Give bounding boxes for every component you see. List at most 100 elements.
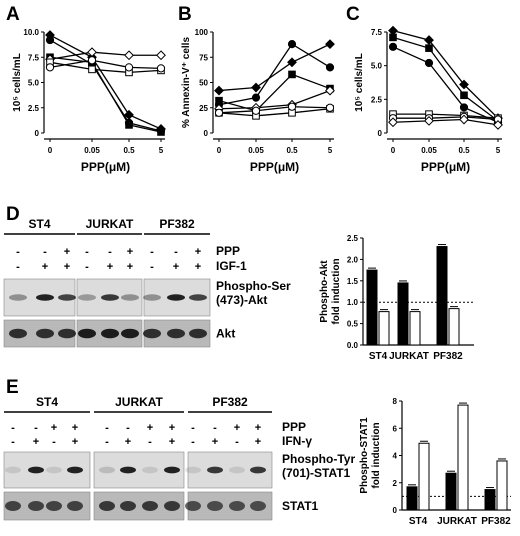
data-point-2-0 xyxy=(388,42,398,51)
blotE-sign: - xyxy=(11,422,15,434)
y-tick-label: 8 xyxy=(393,397,398,406)
blotE-band xyxy=(142,501,158,511)
series-line-5 xyxy=(49,59,162,70)
blotD-sign: - xyxy=(85,261,89,273)
series-line-3 xyxy=(393,113,499,119)
blotD-sign: - xyxy=(16,261,20,273)
series-line-0 xyxy=(392,30,499,119)
blotD-sign: + xyxy=(64,246,70,258)
stat1-category-label: JURKAT xyxy=(437,516,477,527)
blotD-sign: + xyxy=(64,261,70,273)
blotE-sign: - xyxy=(191,422,195,434)
data-point-5-2 xyxy=(287,102,297,111)
blotE-sign: + xyxy=(234,422,240,434)
blotD-band xyxy=(143,328,161,339)
blotD-band xyxy=(101,328,119,339)
x-tick-label: 0.05 xyxy=(248,146,264,155)
blotD-sign: - xyxy=(85,246,89,258)
data-point-1-2 xyxy=(460,91,468,100)
blotE-sign: + xyxy=(169,422,175,434)
blotE-band xyxy=(207,501,223,511)
akt-bar-1-2 xyxy=(448,308,460,346)
y-axis-label: 10⁵ cells/mL xyxy=(12,53,23,112)
data-point-1-1 xyxy=(425,44,433,52)
data-point-0-2 xyxy=(459,79,469,90)
blotE-band xyxy=(67,466,83,474)
blotD-band xyxy=(189,328,207,339)
data-point-0-1 xyxy=(251,82,261,93)
data-point-5-3 xyxy=(493,120,503,130)
blotD-sign: + xyxy=(127,246,133,258)
blotE-sign: - xyxy=(105,422,109,434)
blotD-band xyxy=(121,294,139,301)
y-tick-label: 1.0 xyxy=(347,298,359,307)
akt-bar-0-1 xyxy=(397,282,409,346)
blotE-band xyxy=(28,501,44,511)
series-line-5 xyxy=(392,118,499,126)
blotD-group-label: PF382 xyxy=(159,217,195,231)
x-axis-label: PPP(μM) xyxy=(250,160,299,174)
series-line-1 xyxy=(218,43,331,106)
data-point-0-0 xyxy=(214,85,224,96)
y-tick-label: 5.0 xyxy=(371,62,383,71)
blotE-sign: + xyxy=(72,436,78,448)
blotD-band2-label: Akt xyxy=(216,327,235,341)
blotD-sign: - xyxy=(150,246,154,258)
y-tick-label: 10.0 xyxy=(23,28,39,37)
blotE-condition-label: PPP xyxy=(282,420,306,434)
blotD-sign: + xyxy=(42,261,48,273)
stat1-y-axis-label-1: Phospho-STAT1 xyxy=(359,417,370,494)
stat1-bar-0-2 xyxy=(484,489,496,511)
blotE-sign: + xyxy=(169,436,175,448)
blotE-sign: + xyxy=(255,422,261,434)
data-point-3-3 xyxy=(156,50,166,61)
blotD-band xyxy=(189,294,207,301)
x-tick-label: 0.05 xyxy=(421,146,437,155)
blotD-band xyxy=(36,328,54,339)
blotE-band xyxy=(164,466,180,474)
data-point-5-0 xyxy=(388,117,398,128)
akt-y-axis-label-2: fold induction xyxy=(331,258,342,324)
data-point-3-2 xyxy=(124,50,134,61)
y-tick-label: 6 xyxy=(393,424,398,433)
blotD-band xyxy=(9,294,27,301)
blotE-sign: + xyxy=(51,422,57,434)
stat1-bar-0-1 xyxy=(445,472,457,511)
data-point-2-3 xyxy=(157,128,165,136)
blotE-band xyxy=(185,501,201,511)
blotD-sign: - xyxy=(16,246,20,258)
x-tick-label: 0 xyxy=(48,146,53,155)
blotE-band xyxy=(46,466,62,474)
data-point-1-1 xyxy=(251,93,261,102)
x-tick-label: 0.05 xyxy=(84,146,100,155)
blotD-sign: + xyxy=(195,246,201,258)
blotE-band xyxy=(67,501,83,511)
blotE-sign: + xyxy=(72,422,78,434)
blotD-band xyxy=(78,294,96,301)
y-tick-label: 0.5 xyxy=(347,320,359,329)
y-tick-label: 2.5 xyxy=(347,234,359,243)
data-point-1-0 xyxy=(389,33,397,42)
akt-bar-1-0 xyxy=(378,311,390,346)
data-point-0-2 xyxy=(287,57,297,68)
blotE-band xyxy=(229,466,245,474)
data-point-1-0 xyxy=(45,35,55,45)
blotD-band1-label-2: (473)-Akt xyxy=(216,293,267,307)
stat1-bar-0-0 xyxy=(406,486,418,511)
akt-bar-0-2 xyxy=(436,246,448,346)
y-tick-label: 2.5 xyxy=(371,95,383,104)
data-point-5-3 xyxy=(156,64,166,73)
stat1-bar-1-1 xyxy=(457,404,469,511)
series-line-5 xyxy=(218,106,331,114)
blotD-band xyxy=(167,328,185,339)
y-tick-label: 2.5 xyxy=(28,104,40,113)
series-line-3 xyxy=(49,51,161,60)
y-tick-label: 25 xyxy=(199,104,208,113)
data-point-5-2 xyxy=(124,63,134,72)
series-line-3 xyxy=(218,89,331,110)
blotD-group-label: ST4 xyxy=(28,217,50,231)
blotE-band1-label-2: (701)-STAT1 xyxy=(282,466,351,480)
y-tick-label: 5.0 xyxy=(28,79,40,88)
blotE-band xyxy=(5,501,21,511)
